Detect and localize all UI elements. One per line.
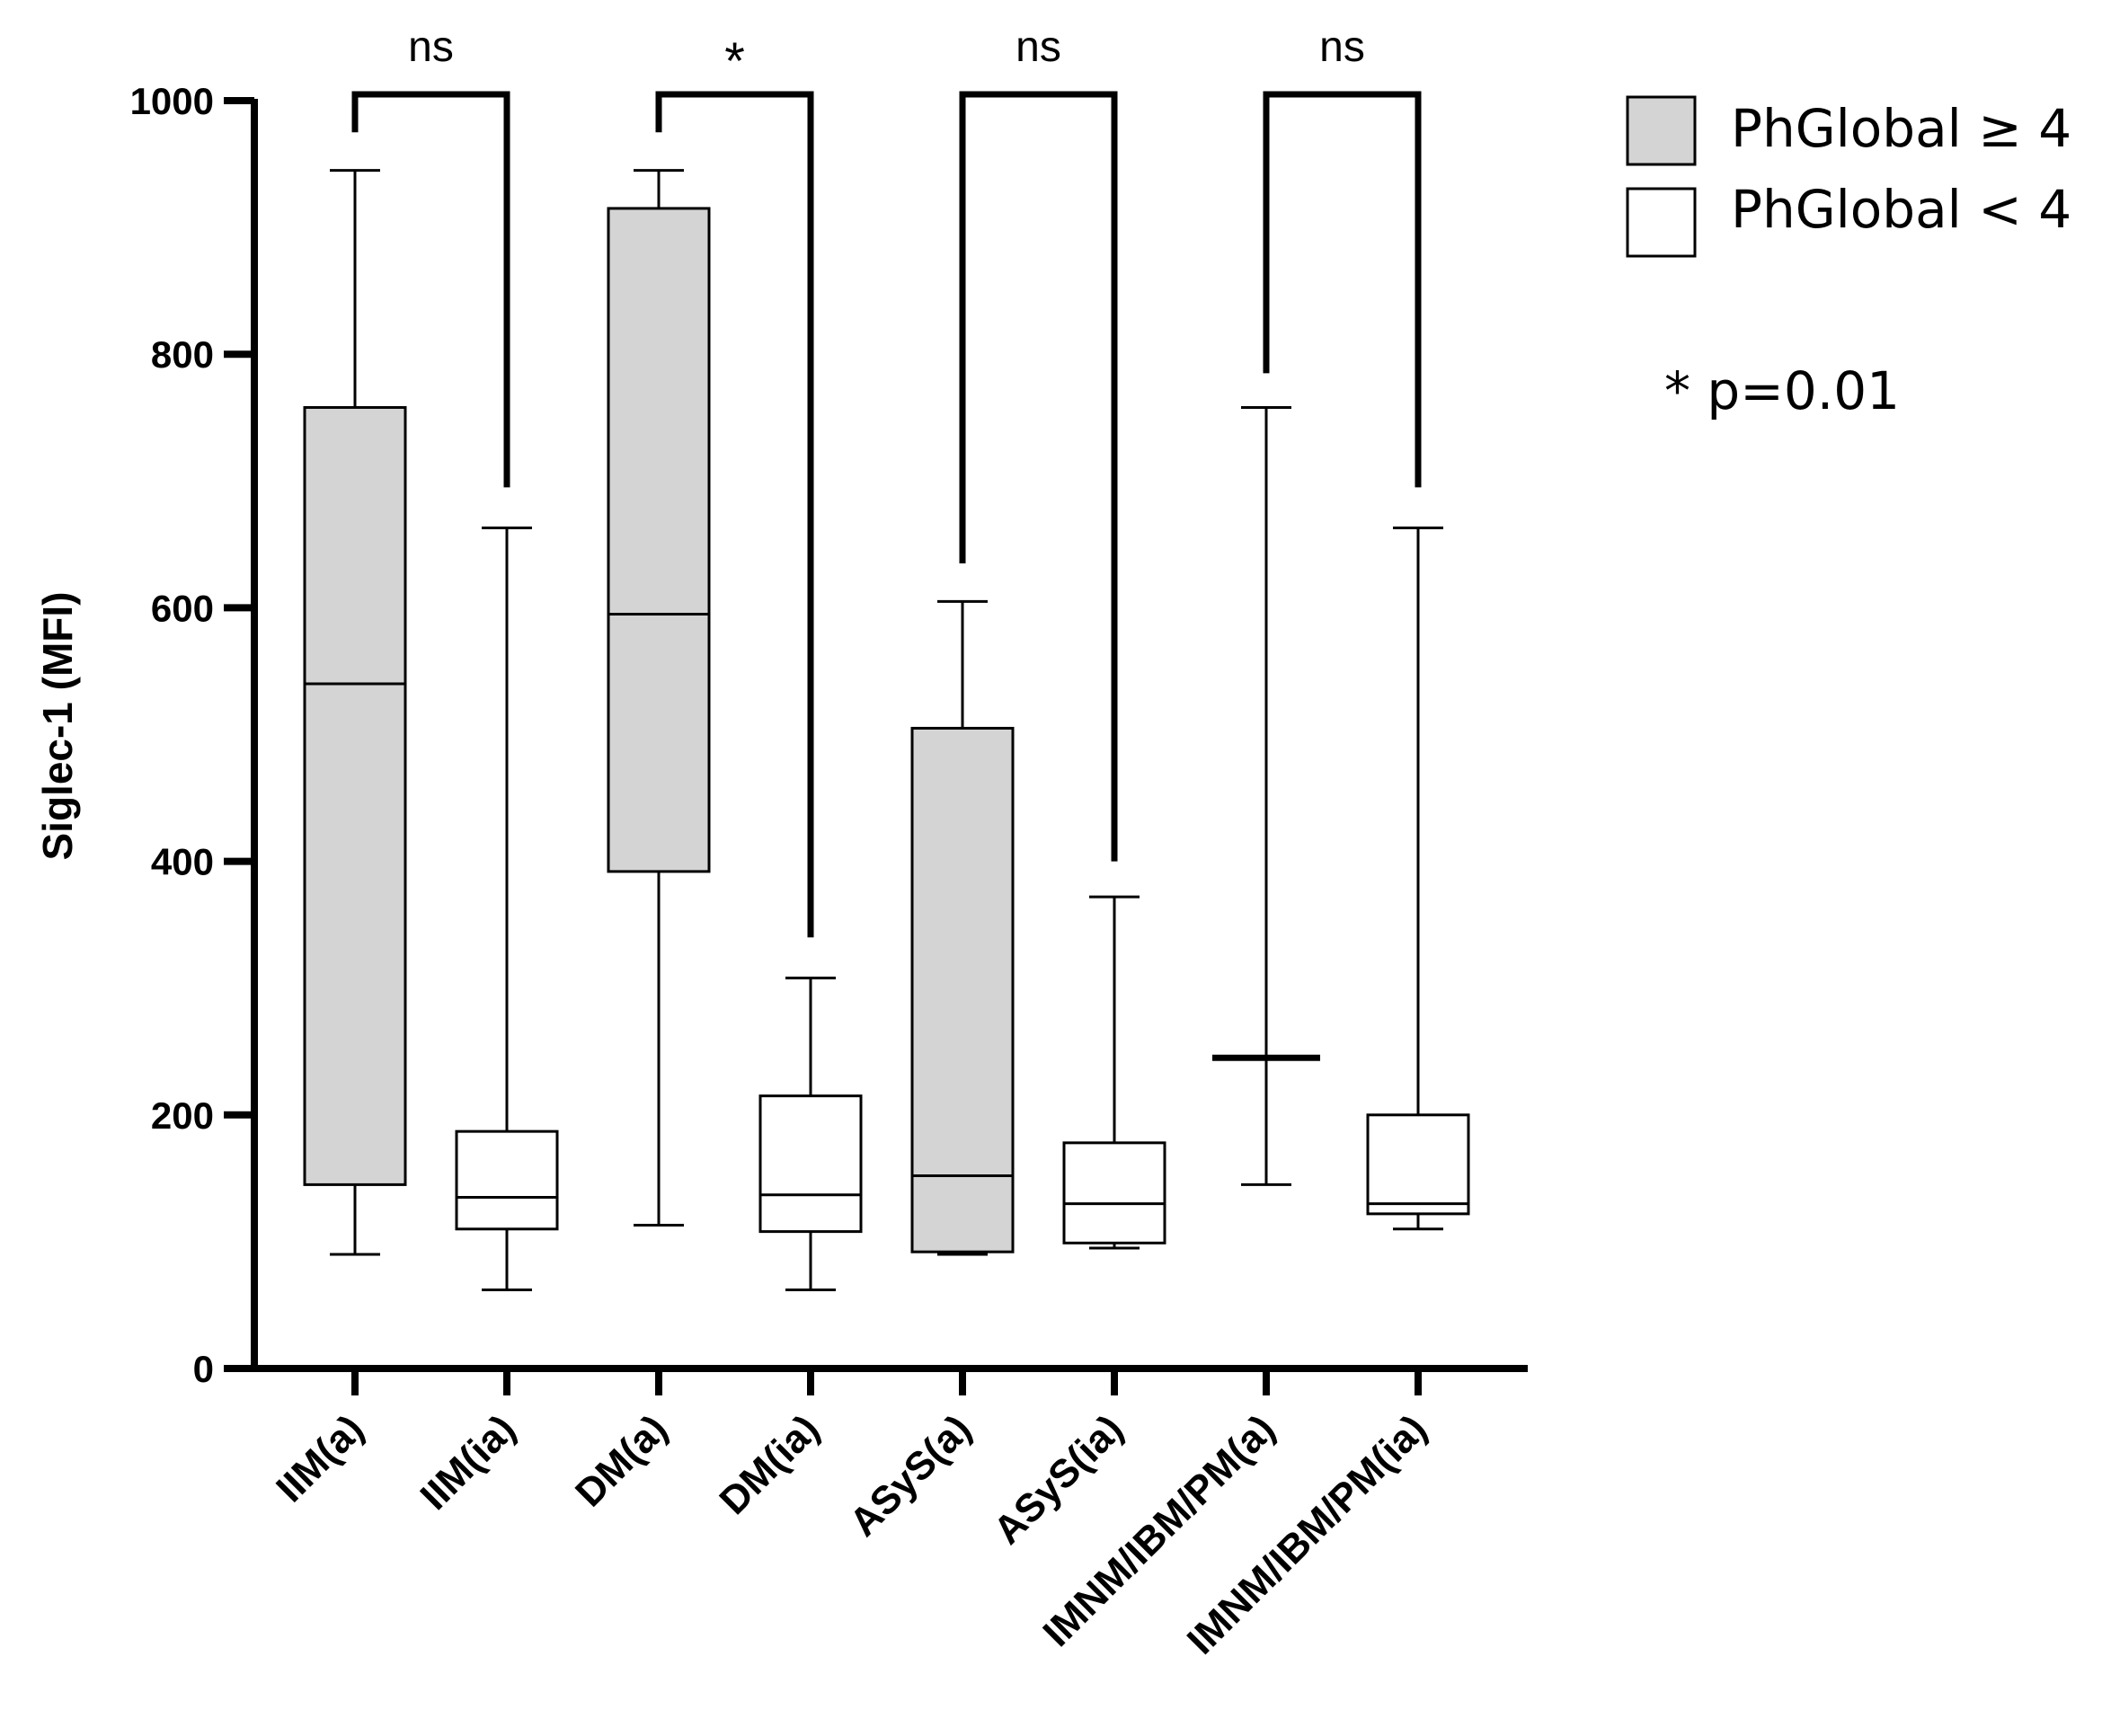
y-tick-label: 1000 [130,80,214,122]
significance-bracket [1263,91,1422,488]
x-tick-label: ASyS(ia) [985,1406,1131,1553]
box [303,405,407,1186]
legend-label-phglobal-high: PhGlobal ≥ 4 [1731,98,2071,159]
box [455,1129,559,1231]
x-tick-label: IIM(ia) [412,1406,525,1519]
significance-bracket [959,91,1118,862]
significance-bracket [655,91,814,938]
box [910,726,1015,1253]
y-tick-label: 200 [151,1094,214,1137]
legend: PhGlobal ≥ 4 PhGlobal < 4 [1626,95,2071,258]
legend-swatch-phglobal-low [1626,187,1697,258]
y-axis-title: Siglec-1 (MFI) [34,591,81,860]
y-tick-label: 800 [151,333,214,376]
box [758,1094,863,1234]
x-tick-label: IIM(a) [268,1406,372,1510]
x-tick-label: DM(a) [567,1406,676,1515]
box [1366,1113,1470,1216]
legend-label-phglobal-low: PhGlobal < 4 [1731,179,2071,240]
significance-label: ns [1319,23,1365,71]
significance-bracket [351,91,510,488]
significance-label: * [724,32,745,91]
x-tick-label: ASyS(a) [841,1406,980,1545]
significance-note: * p=0.01 [1664,360,1900,421]
y-tick-label: 600 [151,587,214,629]
x-tick-label: DM(ia) [711,1406,828,1523]
boxes [303,169,1470,1292]
box [607,207,711,873]
legend-swatch-phglobal-high [1626,95,1697,166]
significance-label: ns [408,23,454,71]
significance-brackets: ns * ns ns [351,23,1422,938]
significance-label: ns [1016,23,1061,71]
box [1062,1141,1166,1244]
y-tick-label: 400 [151,841,214,883]
y-tick-label: 0 [193,1348,214,1390]
